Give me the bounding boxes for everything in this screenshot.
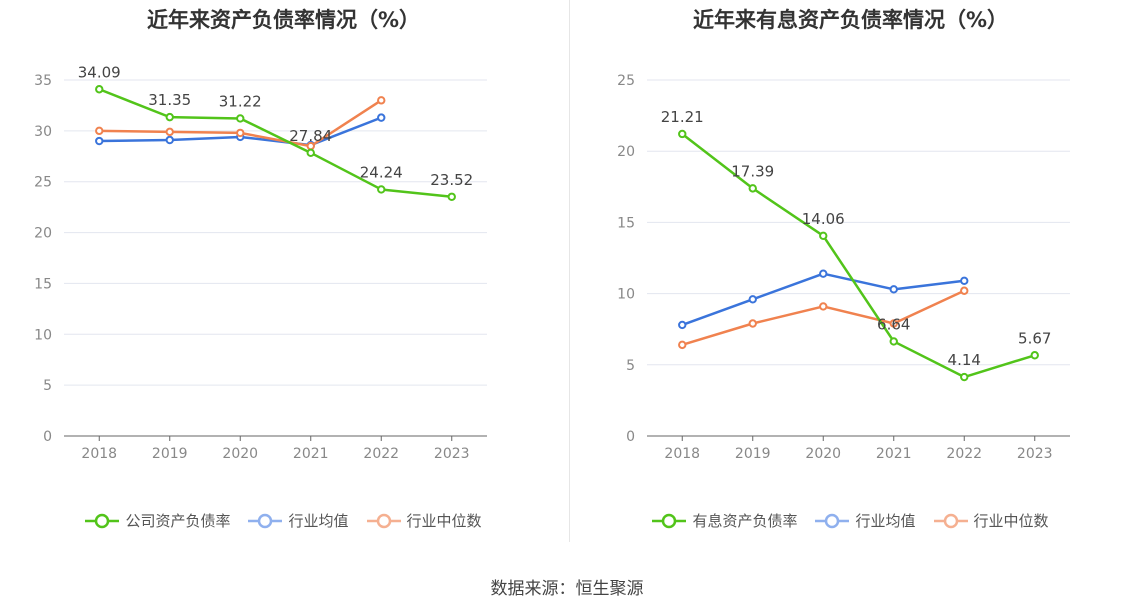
data-label: 4.14	[948, 351, 981, 369]
data-point	[165, 127, 174, 137]
legend: 公司资产负债率 行业均值 行业中位数	[0, 510, 567, 531]
y-tick-label: 0	[626, 429, 635, 445]
x-tick-label: 2019	[735, 446, 771, 462]
data-label: 5.67	[1018, 329, 1051, 347]
data-point	[748, 295, 757, 304]
legend-label: 行业中位数	[973, 512, 1049, 530]
data-point	[960, 372, 969, 382]
series-line	[681, 289, 965, 347]
data-point	[889, 337, 898, 346]
x-tick-label: 2020	[222, 446, 258, 462]
data-point	[377, 185, 386, 194]
chart-title: 近年来资产负债率情况（%）	[146, 8, 421, 32]
legend-line-icon	[85, 513, 120, 528]
data-label: 27.84	[289, 127, 332, 145]
data-label: 31.35	[148, 91, 191, 109]
legend-item-industry-median[interactable]: 行业中位数	[933, 510, 1049, 531]
y-tick-label: 5	[626, 358, 635, 374]
data-point	[889, 285, 898, 294]
data-point	[678, 320, 687, 330]
data-point	[748, 184, 757, 193]
data-point	[819, 231, 828, 240]
series-line	[681, 272, 965, 327]
data-point	[889, 319, 898, 328]
x-tick-label: 2023	[434, 446, 470, 462]
legend-line-icon	[815, 513, 850, 528]
data-label: 24.24	[360, 163, 403, 181]
data-point	[236, 114, 245, 123]
chart-plot-interest-debt-ratio: 0 5 10 15 20 25 2018 2019 2020 2021 2022 2023 21.21 1…	[617, 73, 1070, 462]
x-tick-label: 2020	[805, 446, 841, 462]
data-label: 31.22	[219, 92, 262, 110]
data-point	[960, 276, 969, 285]
chart-title: 近年来有息资产负债率情况（%）	[692, 8, 1009, 32]
chart-plot-debt-ratio: 0 5 10 15 20 25 30 35 2018 2019 2020 2021 2022 2023 34…	[34, 63, 487, 462]
data-point	[678, 340, 687, 350]
y-tick-label: 15	[34, 276, 52, 292]
legend-line-icon	[652, 513, 687, 528]
y-tick-label: 25	[34, 175, 52, 191]
x-tick-label: 2018	[664, 446, 700, 462]
legend-item-industry-mean[interactable]: 行业均值	[815, 510, 916, 531]
x-tick-label: 2023	[1017, 446, 1053, 462]
legend-label: 行业中位数	[406, 512, 482, 530]
legend-line-icon	[933, 513, 968, 528]
panel-divider	[569, 0, 570, 542]
legend-line-icon	[248, 513, 283, 528]
x-tick-label: 2018	[81, 446, 117, 462]
legend-label: 行业均值	[855, 512, 916, 530]
data-label: 34.09	[78, 63, 121, 81]
data-point	[447, 192, 456, 201]
legend-label: 公司资产负债率	[125, 512, 231, 530]
data-point	[678, 129, 687, 139]
data-label: 23.52	[430, 171, 473, 189]
series-line	[681, 132, 1036, 379]
legend-item-company[interactable]: 公司资产负债率	[85, 510, 230, 531]
y-tick-label: 5	[43, 378, 52, 394]
chart-panel-interest-debt-ratio: 近年来有息资产负债率情况（%） 0 5 10 15 20 25 2018 2019 2020 20…	[567, 0, 1134, 560]
y-tick-label: 20	[34, 226, 52, 242]
y-tick-label: 25	[617, 73, 635, 89]
y-tick-label: 20	[617, 144, 635, 160]
data-point	[95, 136, 104, 146]
x-tick-label: 2021	[876, 446, 912, 462]
data-label: 6.64	[877, 315, 910, 333]
x-tick-label: 2022	[946, 446, 982, 462]
data-point	[1030, 351, 1039, 360]
data-point	[236, 128, 245, 138]
y-tick-label: 35	[34, 73, 52, 89]
legend-line-icon	[366, 513, 401, 528]
legend-item-industry-mean[interactable]: 行业均值	[248, 510, 349, 531]
data-source: 数据来源：恒生聚源	[490, 579, 644, 599]
y-tick-label: 15	[617, 215, 635, 231]
y-tick-label: 10	[34, 327, 52, 343]
x-tick-label: 2022	[363, 446, 399, 462]
x-tick-label: 2021	[293, 446, 329, 462]
data-point	[748, 319, 757, 328]
data-point	[165, 135, 174, 145]
series-line	[98, 88, 452, 199]
chart-panel-debt-ratio: 近年来资产负债率情况（%） 0 5 10 15 20 25 30 35 2018 2019 2020…	[0, 0, 567, 560]
data-label: 14.06	[802, 210, 845, 228]
data-point	[377, 96, 386, 105]
data-point	[960, 286, 969, 295]
data-label: 21.21	[661, 108, 704, 126]
y-tick-label: 0	[43, 429, 52, 445]
legend-label: 有息资产负债率	[692, 512, 798, 530]
legend-label: 行业均值	[288, 512, 349, 530]
data-point	[819, 269, 828, 278]
data-point	[819, 302, 828, 311]
legend-item-industry-median[interactable]: 行业中位数	[366, 510, 482, 531]
y-tick-label: 30	[34, 124, 52, 140]
x-tick-label: 2019	[152, 446, 188, 462]
data-point	[95, 85, 104, 94]
legend-item-company[interactable]: 有息资产负债率	[652, 510, 797, 531]
data-point	[306, 148, 315, 158]
data-point	[165, 112, 174, 122]
y-tick-label: 10	[617, 287, 635, 303]
data-point	[95, 126, 104, 136]
data-point	[377, 113, 386, 122]
data-label: 17.39	[731, 162, 774, 180]
legend: 有息资产负债率 行业均值 行业中位数	[567, 510, 1134, 531]
